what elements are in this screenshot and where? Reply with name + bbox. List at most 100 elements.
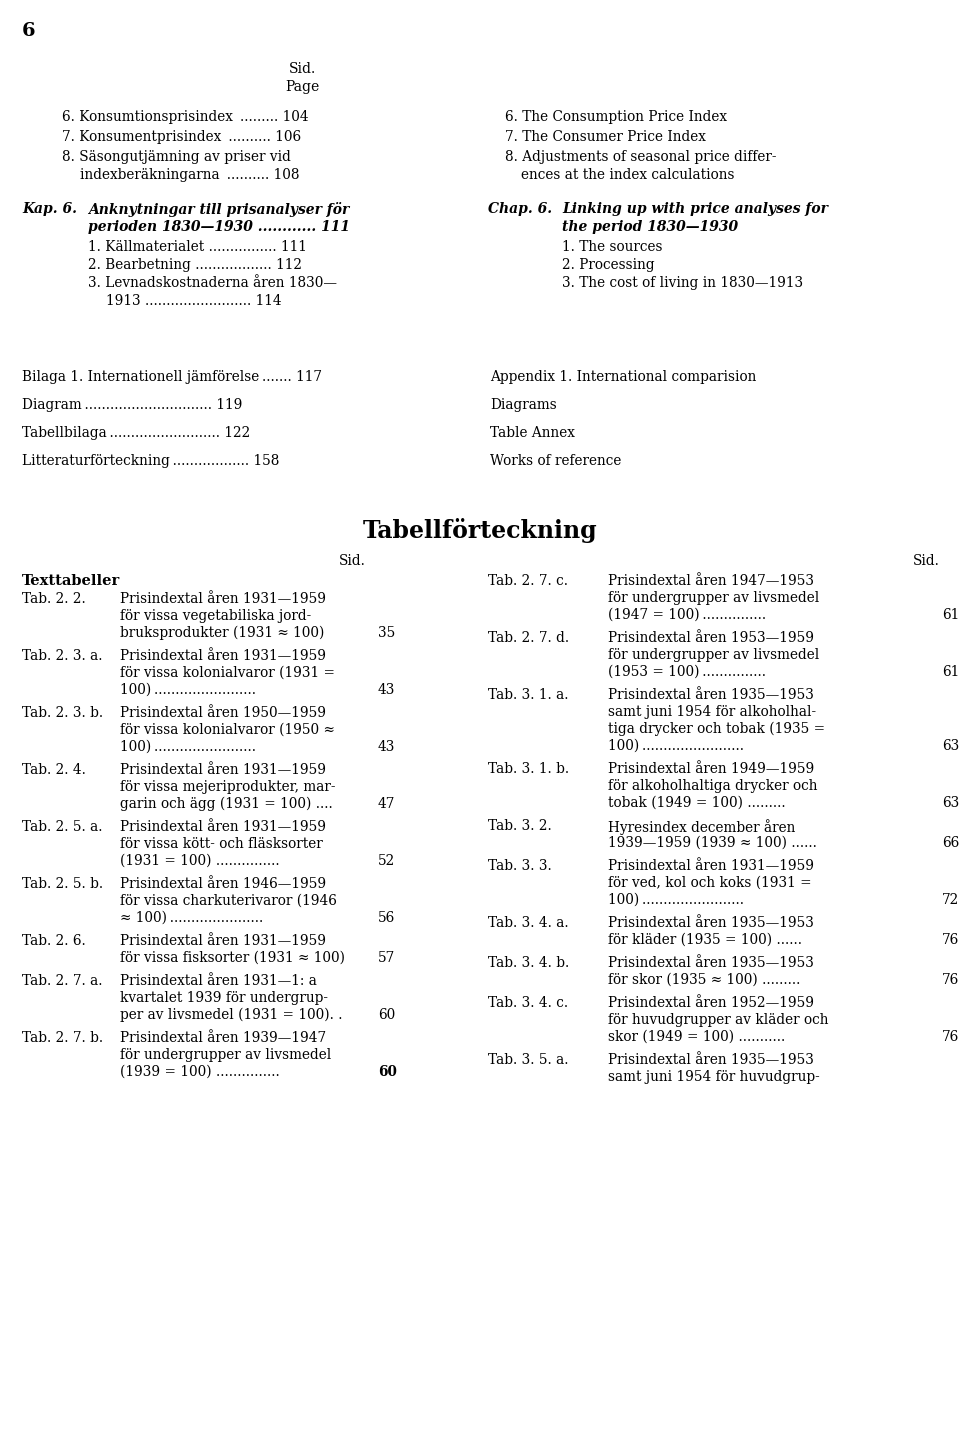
Text: Diagrams: Diagrams — [490, 397, 557, 412]
Text: Tab. 3. 3.: Tab. 3. 3. — [488, 860, 552, 872]
Text: 57: 57 — [378, 951, 396, 964]
Text: Tab. 2. 5. b.: Tab. 2. 5. b. — [22, 877, 103, 891]
Text: för vissa kolonialvaror (1950 ≈: för vissa kolonialvaror (1950 ≈ — [120, 723, 335, 738]
Text: indexberäkningarna  .......... 108: indexberäkningarna .......... 108 — [80, 168, 300, 182]
Text: för vissa charkuterivaror (1946: för vissa charkuterivaror (1946 — [120, 894, 337, 908]
Text: Hyresindex december åren: Hyresindex december åren — [608, 819, 796, 835]
Text: för vissa fisksorter (1931 ≈ 100): för vissa fisksorter (1931 ≈ 100) — [120, 951, 345, 964]
Text: (1953 = 100) ...............: (1953 = 100) ............... — [608, 664, 766, 679]
Text: 1. Källmaterialet ................ 111: 1. Källmaterialet ................ 111 — [88, 240, 307, 254]
Text: 8. Adjustments of seasonal price differ-: 8. Adjustments of seasonal price differ- — [505, 151, 777, 164]
Text: ≈ 100) ......................: ≈ 100) ...................... — [120, 911, 263, 926]
Text: (1947 = 100) ...............: (1947 = 100) ............... — [608, 608, 766, 621]
Text: Litteraturförteckning .................. 158: Litteraturförteckning ..................… — [22, 453, 279, 468]
Text: Prisindextal åren 1947—1953: Prisindextal åren 1947—1953 — [608, 574, 814, 588]
Text: Kap. 6.: Kap. 6. — [22, 202, 77, 217]
Text: 43: 43 — [378, 740, 396, 753]
Text: Appendix 1. International comparision: Appendix 1. International comparision — [490, 370, 756, 385]
Text: Tab. 2. 4.: Tab. 2. 4. — [22, 763, 85, 776]
Text: för vissa kött- och fläsksorter: för vissa kött- och fläsksorter — [120, 837, 323, 851]
Text: för kläder (1935 = 100) ......: för kläder (1935 = 100) ...... — [608, 933, 802, 947]
Text: för undergrupper av livsmedel: för undergrupper av livsmedel — [608, 591, 819, 606]
Text: kvartalet 1939 för undergrup-: kvartalet 1939 för undergrup- — [120, 992, 328, 1004]
Text: Tab. 3. 1. a.: Tab. 3. 1. a. — [488, 687, 568, 702]
Text: the period 1830—1930: the period 1830—1930 — [562, 220, 738, 234]
Text: 3. Levnadskostnaderna åren 1830—: 3. Levnadskostnaderna åren 1830— — [88, 276, 337, 290]
Text: 100) ........................: 100) ........................ — [608, 893, 744, 907]
Text: 72: 72 — [942, 893, 959, 907]
Text: Texttabeller: Texttabeller — [22, 574, 120, 588]
Text: Prisindextal åren 1931—1959: Prisindextal åren 1931—1959 — [120, 934, 326, 949]
Text: perioden 1830—1930 ............ 111: perioden 1830—1930 ............ 111 — [88, 220, 350, 234]
Text: 3. The cost of living in 1830—1913: 3. The cost of living in 1830—1913 — [562, 276, 804, 290]
Text: Bilaga 1. Internationell jämförelse ....... 117: Bilaga 1. Internationell jämförelse ....… — [22, 370, 322, 385]
Text: 100) ........................: 100) ........................ — [120, 683, 256, 697]
Text: Prisindextal åren 1931—1959: Prisindextal åren 1931—1959 — [120, 593, 326, 606]
Text: Works of reference: Works of reference — [490, 453, 621, 468]
Text: Tab. 2. 5. a.: Tab. 2. 5. a. — [22, 819, 103, 834]
Text: för ved, kol och koks (1931 =: för ved, kol och koks (1931 = — [608, 875, 811, 890]
Text: Table Annex: Table Annex — [490, 426, 575, 441]
Text: Prisindextal åren 1931—1959: Prisindextal åren 1931—1959 — [120, 763, 326, 776]
Text: Prisindextal åren 1950—1959: Prisindextal åren 1950—1959 — [120, 706, 326, 720]
Text: Prisindextal åren 1931—1959: Prisindextal åren 1931—1959 — [608, 860, 814, 872]
Text: för undergrupper av livsmedel: för undergrupper av livsmedel — [608, 649, 819, 662]
Text: Tab. 2. 6.: Tab. 2. 6. — [22, 934, 85, 949]
Text: samt juni 1954 för alkoholhal-: samt juni 1954 för alkoholhal- — [608, 705, 816, 719]
Text: 47: 47 — [378, 796, 396, 811]
Text: Prisindextal åren 1949—1959: Prisindextal åren 1949—1959 — [608, 762, 814, 776]
Text: Linking up with price analyses for: Linking up with price analyses for — [562, 202, 828, 217]
Text: Prisindextal åren 1931—1: a: Prisindextal åren 1931—1: a — [120, 974, 317, 989]
Text: Prisindextal åren 1931—1959: Prisindextal åren 1931—1959 — [120, 649, 326, 663]
Text: Tab. 3. 1. b.: Tab. 3. 1. b. — [488, 762, 569, 776]
Text: Prisindextal åren 1952—1959: Prisindextal åren 1952—1959 — [608, 996, 814, 1010]
Text: Tab. 3. 4. b.: Tab. 3. 4. b. — [488, 956, 569, 970]
Text: Tab. 2. 3. b.: Tab. 2. 3. b. — [22, 706, 103, 720]
Text: Anknytningar till prisanalyser för: Anknytningar till prisanalyser för — [88, 202, 349, 217]
Text: per av livsmedel (1931 = 100). .: per av livsmedel (1931 = 100). . — [120, 1007, 343, 1022]
Text: Prisindextal åren 1935—1953: Prisindextal åren 1935—1953 — [608, 916, 814, 930]
Text: 76: 76 — [942, 1030, 959, 1045]
Text: Prisindextal åren 1939—1947: Prisindextal åren 1939—1947 — [120, 1030, 326, 1045]
Text: 7. Konsumentprisindex  .......... 106: 7. Konsumentprisindex .......... 106 — [62, 131, 301, 144]
Text: Page: Page — [285, 80, 319, 95]
Text: Sid.: Sid. — [288, 62, 316, 76]
Text: för vissa mejeriprodukter, mar-: för vissa mejeriprodukter, mar- — [120, 781, 335, 794]
Text: Tab. 2. 7. a.: Tab. 2. 7. a. — [22, 974, 103, 989]
Text: 6. Konsumtionsprisindex  ......... 104: 6. Konsumtionsprisindex ......... 104 — [62, 110, 308, 123]
Text: Sid.: Sid. — [339, 554, 366, 568]
Text: 6. The Consumption Price Index: 6. The Consumption Price Index — [505, 110, 727, 123]
Text: Tab. 3. 4. c.: Tab. 3. 4. c. — [488, 996, 568, 1010]
Text: Tab. 3. 4. a.: Tab. 3. 4. a. — [488, 916, 568, 930]
Text: 35: 35 — [378, 626, 396, 640]
Text: tobak (1949 = 100) .........: tobak (1949 = 100) ......... — [608, 796, 785, 809]
Text: 66: 66 — [942, 837, 959, 850]
Text: 100) ........................: 100) ........................ — [608, 739, 744, 753]
Text: 63: 63 — [942, 739, 959, 753]
Text: 1939—1959 (1939 ≈ 100) ......: 1939—1959 (1939 ≈ 100) ...... — [608, 837, 817, 850]
Text: Tab. 2. 7. b.: Tab. 2. 7. b. — [22, 1030, 103, 1045]
Text: Tabellförteckning: Tabellförteckning — [363, 518, 597, 542]
Text: 56: 56 — [378, 911, 396, 926]
Text: för undergrupper av livsmedel: för undergrupper av livsmedel — [120, 1048, 331, 1062]
Text: 61: 61 — [942, 608, 959, 621]
Text: för vissa kolonialvaror (1931 =: för vissa kolonialvaror (1931 = — [120, 666, 335, 680]
Text: 60: 60 — [378, 1007, 396, 1022]
Text: Tab. 3. 2.: Tab. 3. 2. — [488, 819, 552, 832]
Text: (1939 = 100) ...............: (1939 = 100) ............... — [120, 1065, 279, 1079]
Text: tiga drycker och tobak (1935 =: tiga drycker och tobak (1935 = — [608, 722, 826, 736]
Text: Tab. 2. 2.: Tab. 2. 2. — [22, 593, 85, 606]
Text: Prisindextal åren 1935—1953: Prisindextal åren 1935—1953 — [608, 956, 814, 970]
Text: Prisindextal åren 1946—1959: Prisindextal åren 1946—1959 — [120, 877, 326, 891]
Text: 2. Bearbetning .................. 112: 2. Bearbetning .................. 112 — [88, 258, 302, 273]
Text: 52: 52 — [378, 854, 396, 868]
Text: 60: 60 — [378, 1065, 396, 1079]
Text: Prisindextal åren 1931—1959: Prisindextal åren 1931—1959 — [120, 819, 326, 834]
Text: Tab. 2. 3. a.: Tab. 2. 3. a. — [22, 649, 103, 663]
Text: Prisindextal åren 1935—1953: Prisindextal åren 1935—1953 — [608, 687, 814, 702]
Text: Chap. 6.: Chap. 6. — [488, 202, 552, 217]
Text: 8. Säsongutjämning av priser vid: 8. Säsongutjämning av priser vid — [62, 151, 291, 164]
Text: Diagram .............................. 119: Diagram .............................. 1… — [22, 397, 242, 412]
Text: för vissa vegetabiliska jord-: för vissa vegetabiliska jord- — [120, 608, 311, 623]
Text: samt juni 1954 för huvudgrup-: samt juni 1954 för huvudgrup- — [608, 1071, 820, 1083]
